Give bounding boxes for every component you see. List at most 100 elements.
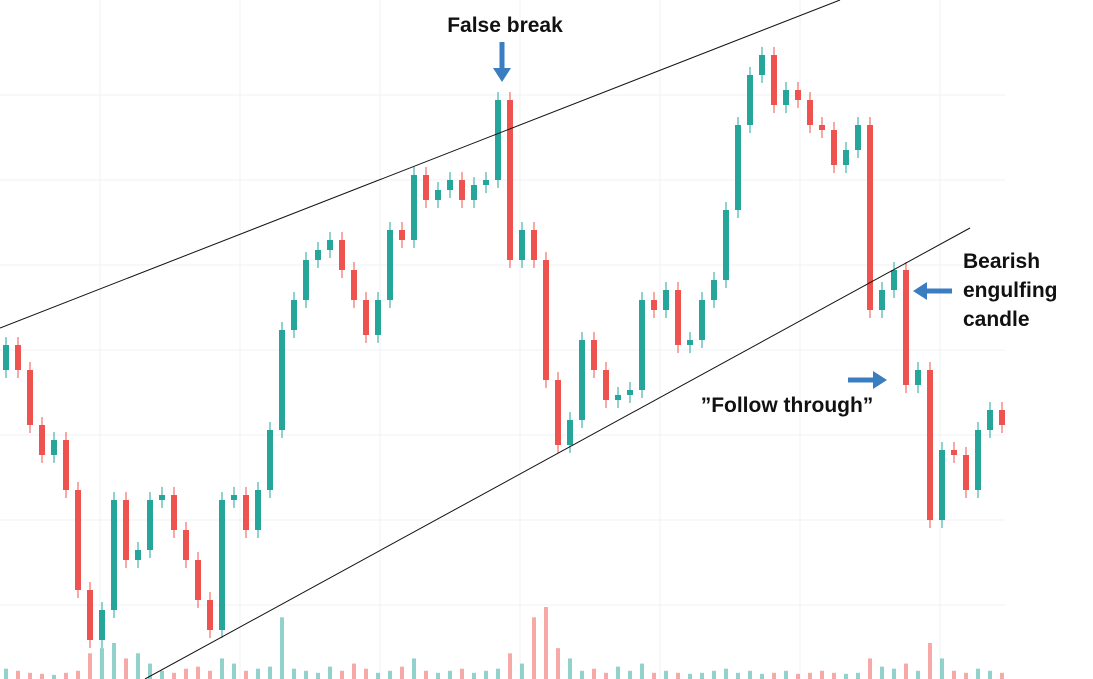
volume-bar — [604, 672, 608, 679]
candle-body — [999, 410, 1005, 425]
volume-bar — [664, 670, 668, 679]
annotation: ”Follow through” — [701, 394, 874, 417]
candle-body — [915, 370, 921, 385]
volume-bar — [292, 668, 296, 679]
candle-body — [3, 345, 9, 370]
volume-bar — [700, 672, 704, 679]
volume-bar — [952, 670, 956, 679]
candle-body — [987, 410, 993, 430]
volume-bar — [352, 663, 356, 679]
candle-body — [951, 450, 957, 455]
candle-body — [555, 380, 561, 445]
volume-bar — [448, 670, 452, 679]
volume-bar — [412, 658, 416, 679]
candle-body — [147, 500, 153, 550]
volume-bar — [988, 670, 992, 679]
volume-bar — [364, 668, 368, 679]
volume-bar — [520, 663, 524, 679]
candle-body — [663, 290, 669, 310]
volume-bar — [160, 670, 164, 679]
candle-body — [243, 495, 249, 530]
volume-bar — [376, 672, 380, 679]
candle-body — [735, 125, 741, 210]
candle-body — [627, 390, 633, 395]
candle-body — [819, 125, 825, 130]
candle-body — [75, 490, 81, 590]
lower-trendline — [144, 227, 971, 679]
volume-bar — [844, 673, 848, 679]
annotation: Bearish — [963, 250, 1040, 273]
candle-body — [507, 100, 513, 260]
volume-bar — [892, 668, 896, 679]
volume-bar — [124, 658, 128, 679]
candle-body — [651, 300, 657, 310]
volume-bar — [460, 668, 464, 679]
volume-layer — [4, 607, 1004, 679]
upper-trendline — [0, 0, 841, 329]
candle-body — [483, 180, 489, 185]
candle-body — [471, 185, 477, 200]
volume-bar — [592, 668, 596, 679]
candle-body — [411, 175, 417, 240]
candle-body — [111, 500, 117, 610]
candle-body — [267, 430, 273, 490]
volume-bar — [628, 670, 632, 679]
candle-body — [567, 420, 573, 445]
candle-body — [759, 55, 765, 75]
candle-body — [711, 280, 717, 300]
volume-bar — [64, 672, 68, 679]
volume-bar — [1000, 672, 1004, 679]
volume-bar — [220, 658, 224, 679]
candle-body — [135, 550, 141, 560]
volume-bar — [472, 672, 476, 679]
grid — [0, 0, 1005, 679]
candle-body — [231, 495, 237, 500]
candle-body — [399, 230, 405, 240]
candle-body — [531, 230, 537, 260]
candle-body — [675, 290, 681, 345]
volume-bar — [328, 666, 332, 679]
candle-body — [39, 425, 45, 455]
volume-bar — [172, 672, 176, 679]
volume-bar — [112, 643, 116, 679]
volume-bar — [616, 666, 620, 679]
candle-body — [87, 590, 93, 640]
volume-bar — [532, 617, 536, 679]
candle-body — [363, 300, 369, 335]
candle-body — [903, 270, 909, 385]
candle-body — [447, 180, 453, 190]
volume-bar — [280, 617, 284, 679]
candle-body — [279, 330, 285, 430]
candle-body — [615, 395, 621, 400]
volume-bar — [100, 648, 104, 679]
volume-bar — [964, 672, 968, 679]
candle-body — [459, 180, 465, 200]
volume-bar — [580, 670, 584, 679]
volume-bar — [568, 658, 572, 679]
candle-body — [315, 250, 321, 260]
volume-bar — [868, 658, 872, 679]
volume-bar — [748, 670, 752, 679]
candle-body — [123, 500, 129, 560]
volume-bar — [340, 670, 344, 679]
candle-body — [963, 455, 969, 490]
candle-body — [603, 370, 609, 400]
candle-body — [375, 300, 381, 335]
candle-body — [855, 125, 861, 150]
candles-layer — [3, 47, 1005, 648]
candle-body — [291, 300, 297, 330]
candle-body — [519, 230, 525, 260]
volume-bar — [16, 670, 20, 679]
candle-body — [807, 100, 813, 125]
candle-body — [351, 270, 357, 300]
arrow — [848, 371, 887, 389]
volume-bar — [820, 670, 824, 679]
candle-body — [27, 370, 33, 425]
candle-body — [975, 430, 981, 490]
volume-bar — [316, 672, 320, 679]
volume-bar — [76, 670, 80, 679]
candle-body — [183, 530, 189, 560]
volume-bar — [544, 607, 548, 679]
candle-body — [687, 340, 693, 345]
volume-bar — [808, 672, 812, 679]
